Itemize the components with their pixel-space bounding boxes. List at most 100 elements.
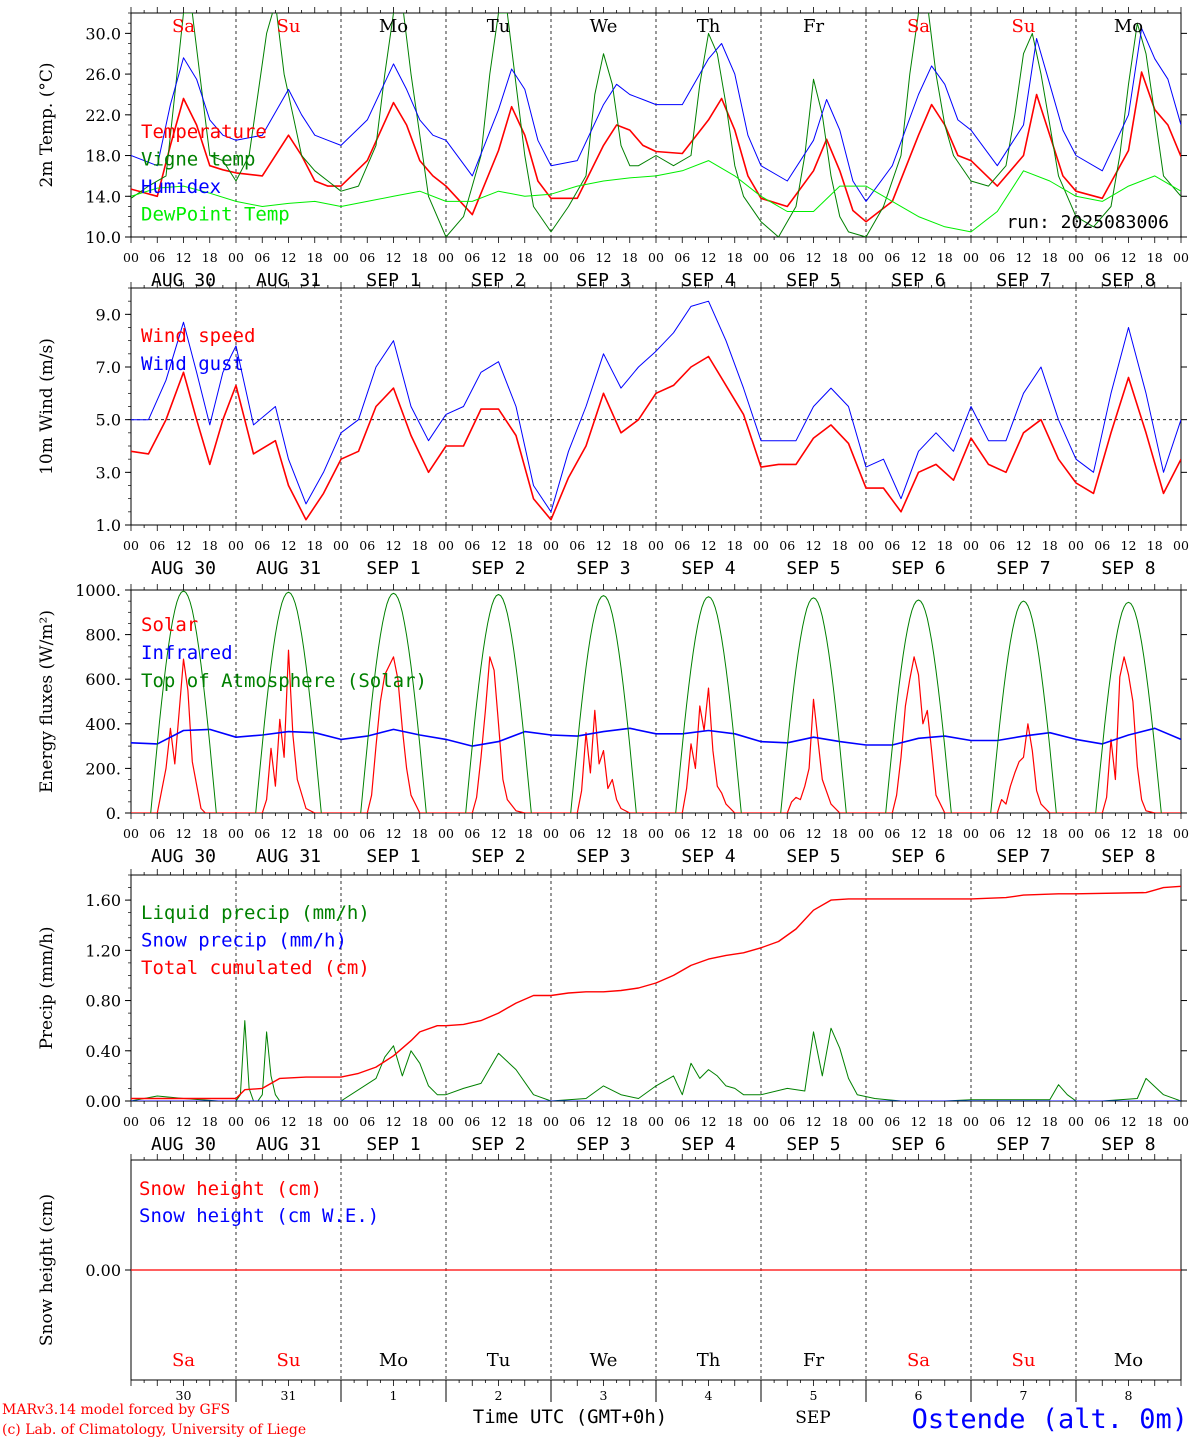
series-line-total-cumulated-cm-	[131, 885, 1181, 1100]
date-label: SEP 4	[681, 270, 735, 291]
hour-label: 06	[884, 1114, 900, 1129]
precip-ylabel: Precip (mm/h)	[37, 926, 57, 1049]
hour-label: 18	[412, 538, 428, 553]
y-tick-label: 26.0	[85, 65, 121, 84]
hour-label: 18	[832, 250, 848, 265]
y-tick-label: 1.0	[96, 516, 121, 535]
hour-label: 06	[149, 538, 165, 553]
legend-entry: Liquid precip (mm/h)	[141, 902, 370, 924]
y-tick-label: 0.00	[85, 1261, 121, 1280]
hour-label: 12	[491, 1114, 507, 1129]
hour-label: 06	[779, 250, 795, 265]
month-label: SEP	[795, 1408, 831, 1428]
precip-plot	[131, 885, 1181, 1101]
date-label: SEP 8	[1101, 270, 1155, 291]
date-label: SEP 2	[471, 270, 525, 291]
series-line-infrared	[131, 727, 1181, 747]
hour-label: 18	[412, 1114, 428, 1129]
hour-label: 00	[1173, 1114, 1189, 1129]
hour-label: 00	[438, 538, 454, 553]
hour-label: 12	[491, 538, 507, 553]
hour-label: 00	[858, 1114, 874, 1129]
hour-label: 12	[911, 538, 927, 553]
hour-label: 12	[911, 826, 927, 841]
day-name: Th	[697, 16, 721, 37]
hour-label: 00	[543, 1114, 559, 1129]
hour-label: 06	[149, 250, 165, 265]
date-label: SEP 6	[891, 558, 945, 579]
hour-label: 18	[622, 538, 638, 553]
hour-label: 18	[517, 826, 533, 841]
date-label: SEP 1	[366, 270, 420, 291]
legend-entry: Temperature	[141, 121, 267, 143]
date-label: SEP 3	[576, 1134, 630, 1155]
hour-label: 06	[989, 1114, 1005, 1129]
day-name: Su	[1012, 16, 1036, 37]
hour-label: 12	[176, 538, 192, 553]
date-label: AUG 30	[151, 846, 216, 867]
series-line-wind-speed	[131, 355, 1181, 521]
hour-label: 06	[674, 538, 690, 553]
hour-label: 00	[648, 1114, 664, 1129]
hour-label: 18	[307, 538, 323, 553]
legend-entry: Wind speed	[141, 325, 255, 347]
hour-label: 18	[307, 250, 323, 265]
hour-label: 00	[1173, 538, 1189, 553]
series-line-vigne-temp	[131, 13, 1181, 237]
legend-entry: Infrared	[141, 642, 233, 664]
day-name: Mo	[1114, 16, 1143, 37]
hour-label: 00	[1173, 250, 1189, 265]
hour-label: 12	[806, 1114, 822, 1129]
hour-label: 18	[727, 1114, 743, 1129]
hour-label: 18	[1147, 250, 1163, 265]
hour-label: 12	[596, 826, 612, 841]
hour-label: 06	[989, 538, 1005, 553]
hour-label: 00	[123, 250, 139, 265]
wind-ylabel: 10m Wind (m/s)	[37, 338, 57, 475]
y-tick-label: 14.0	[85, 187, 121, 206]
hour-label: 06	[359, 1114, 375, 1129]
y-tick-label: 400.	[85, 715, 121, 734]
hour-label: 18	[517, 1114, 533, 1129]
hour-label: 00	[963, 250, 979, 265]
hour-label: 12	[911, 1114, 927, 1129]
day-of-month: 1	[390, 1388, 398, 1403]
hour-label: 12	[386, 538, 402, 553]
day-name: Su	[1012, 1350, 1036, 1371]
series-line-humidex	[131, 27, 1181, 202]
hour-label: 12	[281, 250, 297, 265]
series-line-temperature	[131, 71, 1181, 223]
day-name: Sa	[907, 16, 930, 37]
y-tick-label: 22.0	[85, 106, 121, 125]
hour-label: 06	[569, 1114, 585, 1129]
hour-label: 18	[412, 826, 428, 841]
date-label: SEP 6	[891, 846, 945, 867]
date-label: SEP 4	[681, 1134, 735, 1155]
hour-label: 18	[937, 826, 953, 841]
hour-label: 18	[1147, 1114, 1163, 1129]
hour-label: 12	[1121, 1114, 1137, 1129]
hour-label: 12	[176, 826, 192, 841]
series-line-dewpoint-temp	[131, 160, 1181, 233]
legend-entry: Snow precip (mm/h)	[141, 930, 347, 952]
hour-label: 06	[884, 826, 900, 841]
legend-entry: Snow height (cm W.E.)	[139, 1205, 379, 1227]
copyright: (c) Lab. of Climatology, University of L…	[2, 1422, 306, 1438]
y-tick-label: 30.0	[85, 24, 121, 43]
y-tick-label: 800.	[85, 626, 121, 645]
hour-label: 12	[701, 538, 717, 553]
hour-label: 12	[386, 1114, 402, 1129]
hour-label: 06	[359, 250, 375, 265]
hour-label: 18	[202, 1114, 218, 1129]
day-of-month: 7	[1020, 1388, 1028, 1403]
date-label: SEP 2	[471, 558, 525, 579]
hour-label: 06	[359, 538, 375, 553]
legend-entry: Snow height (cm)	[139, 1178, 322, 1200]
y-tick-label: 600.	[85, 670, 121, 689]
y-tick-label: 1000.	[75, 581, 121, 600]
hour-label: 12	[1121, 538, 1137, 553]
date-label: SEP 5	[786, 846, 840, 867]
day-name: Tu	[487, 16, 511, 37]
y-tick-label: 0.40	[85, 1042, 121, 1061]
date-label: AUG 31	[256, 558, 321, 579]
